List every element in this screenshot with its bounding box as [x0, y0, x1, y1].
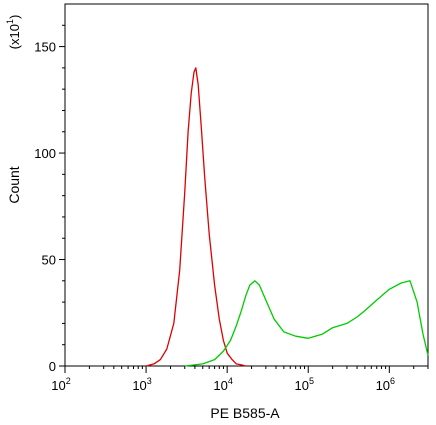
y-tick-label: 0	[49, 359, 56, 374]
y-multiplier-label: (x101)	[5, 15, 22, 50]
y-multiplier-exponent: 1	[5, 19, 15, 24]
series-line-1	[145, 67, 246, 367]
y-axis-label: Count	[6, 166, 22, 203]
y-tick-label: 100	[34, 146, 56, 161]
series-line-2	[184, 280, 429, 367]
x-tick-label: 103	[132, 376, 151, 393]
y-tick-label: 50	[42, 253, 56, 268]
plot-frame	[64, 3, 429, 367]
x-axis: 102 103 104 105 106	[51, 366, 429, 393]
x-axis-label: PE B585-A	[210, 405, 280, 421]
y-multiplier-prefix: (x10	[7, 24, 22, 49]
y-axis: 0 50 100 150	[34, 24, 65, 374]
y-tick-label: 150	[34, 40, 56, 55]
x-tick-label: 105	[294, 376, 313, 393]
x-tick-label: 106	[376, 376, 395, 393]
series-layer	[145, 67, 429, 367]
x-tick-label: 102	[51, 376, 70, 393]
y-multiplier-close: )	[7, 15, 22, 19]
x-tick-label: 104	[213, 376, 232, 393]
